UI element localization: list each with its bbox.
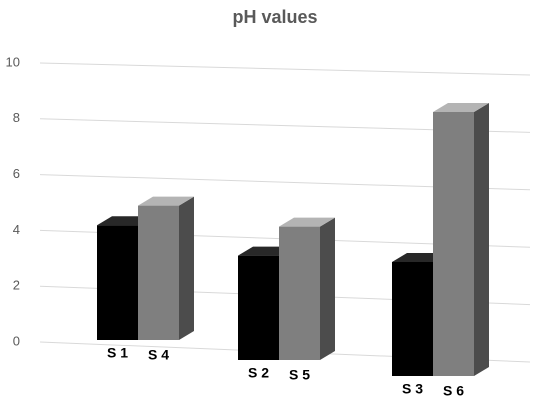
x-tick-label: S 5 (289, 367, 310, 383)
bar-front (97, 225, 138, 340)
x-tick-label: S 4 (148, 347, 169, 363)
x-tick-label: S 2 (248, 365, 269, 381)
y-tick-label: 8 (13, 110, 20, 125)
chart-title: pH values (232, 7, 317, 27)
bar-front (279, 226, 320, 360)
bar-top (433, 103, 489, 112)
bar-side (320, 217, 335, 360)
x-tick-label: S 1 (107, 345, 128, 361)
y-tick-label: 4 (13, 222, 20, 237)
bar-front (138, 205, 179, 340)
bar-top (279, 217, 335, 227)
bar (138, 196, 194, 340)
y-tick-label: 2 (13, 278, 20, 293)
bar-side (474, 103, 489, 376)
bar (279, 217, 335, 360)
y-tick-label: 6 (13, 166, 20, 181)
bar-front (433, 112, 474, 376)
bar (433, 103, 489, 376)
bar-top (138, 196, 194, 206)
bar-front (392, 262, 433, 376)
x-tick-label: S 6 (443, 383, 464, 399)
bar-side (179, 196, 194, 340)
y-tick-label: 0 (13, 333, 20, 348)
bar-front (238, 255, 279, 360)
x-tick-label: S 3 (402, 381, 423, 397)
grid-line (39, 62, 531, 76)
y-tick-label: 10 (6, 54, 20, 69)
